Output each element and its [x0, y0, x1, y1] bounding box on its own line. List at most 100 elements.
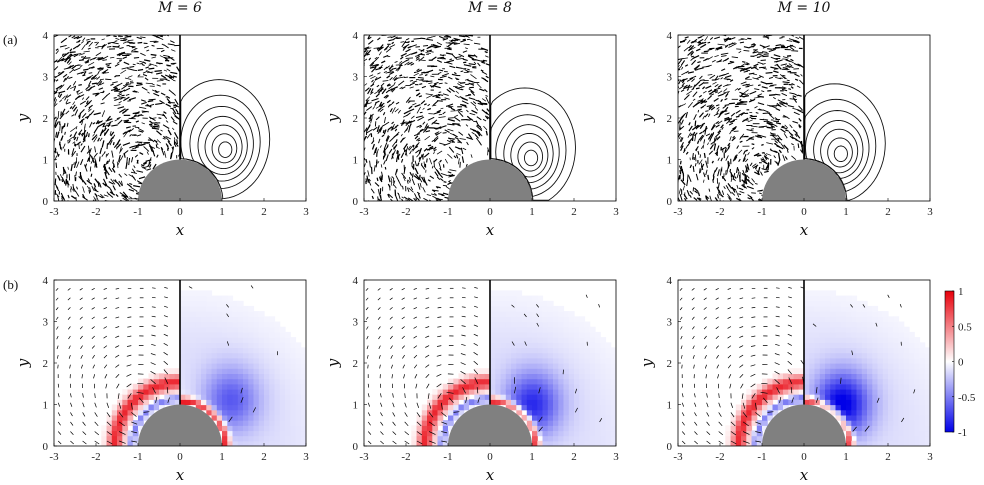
- heatmap-cell: [835, 363, 842, 369]
- streamline-segment: [93, 126, 99, 134]
- heatmap-cell: [856, 440, 863, 446]
- streamline-segment: [720, 52, 729, 55]
- heatmap-cell: [211, 357, 218, 364]
- heatmap-cell: [300, 363, 306, 369]
- streamline-segment: [714, 167, 718, 173]
- streamline-segment: [132, 63, 136, 66]
- streamline-segment: [457, 83, 463, 87]
- heatmap-cell: [553, 321, 559, 328]
- streamline-segment: [679, 194, 683, 201]
- streamline-segment: [747, 197, 751, 200]
- heatmap-cell: [195, 357, 202, 364]
- heatmap-cell: [600, 368, 607, 374]
- streamline-segment: [54, 103, 58, 108]
- heatmap-cell: [746, 430, 753, 437]
- heatmap-cell: [222, 326, 228, 333]
- heatmap-cell: [741, 414, 747, 421]
- heatmap-cell: [579, 357, 586, 364]
- streamline-segment: [76, 141, 82, 146]
- heatmap-cell: [227, 311, 234, 317]
- streamline-segment: [465, 47, 468, 50]
- heatmap-cell: [568, 430, 575, 437]
- streamline-segment: [153, 139, 158, 143]
- streamline-segment: [429, 85, 434, 88]
- streamline-segment: [141, 122, 145, 125]
- streamline-segment: [687, 102, 693, 108]
- streamline-segment: [748, 136, 755, 139]
- heatmap-cell: [237, 363, 244, 369]
- heatmap-cell: [877, 425, 884, 432]
- heatmap-cell: [835, 305, 842, 312]
- streamline-segment: [419, 111, 423, 114]
- heatmap-cell: [877, 342, 884, 349]
- heatmap-cell: [730, 420, 737, 426]
- streamline-segment: [457, 108, 462, 111]
- streamline-segment: [752, 77, 759, 80]
- streamline-segment: [446, 59, 455, 63]
- streamline-segment: [156, 79, 164, 82]
- heatmap-cell: [206, 363, 213, 369]
- quiver-arrow: [167, 397, 170, 403]
- x-tick-label: 3: [613, 451, 619, 463]
- quiver-arrow: [413, 316, 418, 319]
- heatmap-cell: [830, 388, 837, 395]
- heatmap-cell: [814, 368, 821, 374]
- heatmap-cell: [595, 409, 601, 416]
- heatmap-cell: [122, 414, 129, 421]
- quiver-arrow: [511, 341, 515, 346]
- heatmap-cell: [442, 425, 449, 432]
- streamline-segment: [454, 56, 462, 59]
- streamline-segment: [749, 196, 753, 199]
- heatmap-cell: [516, 368, 523, 374]
- heatmap-cell: [122, 425, 129, 432]
- streamline-segment: [383, 44, 390, 51]
- streamline-segment: [776, 102, 782, 108]
- streamline-segment: [101, 44, 106, 48]
- streamline-segment: [678, 175, 681, 180]
- heatmap-cell: [138, 399, 144, 406]
- streamline-segment: [678, 79, 682, 85]
- quiver-arrow: [462, 387, 466, 394]
- quiver-arrow: [389, 297, 393, 301]
- streamline-segment: [381, 60, 386, 64]
- streamline-segment: [735, 166, 739, 174]
- heatmap-cell: [290, 363, 297, 369]
- heatmap-cell: [279, 326, 286, 333]
- heatmap-cell: [295, 383, 302, 390]
- heatmap-cell: [877, 409, 884, 416]
- heatmap-cell: [526, 295, 533, 302]
- heatmap-cell: [279, 357, 286, 364]
- heatmap-cell: [553, 394, 559, 400]
- quiver-arrow: [404, 440, 410, 445]
- heatmap-cell: [835, 383, 842, 390]
- streamline-segment: [701, 99, 707, 103]
- heatmap-cell: [568, 409, 575, 416]
- heatmap-cell: [867, 435, 873, 442]
- heatmap-cell: [279, 404, 286, 411]
- heatmap-cell: [877, 352, 884, 359]
- streamline-segment: [368, 113, 374, 120]
- streamline-segment: [455, 90, 460, 94]
- streamline-segment: [707, 89, 713, 93]
- quiver-arrow: [117, 393, 120, 399]
- heatmap-cell: [861, 430, 868, 437]
- heatmap-cell: [300, 347, 306, 354]
- heatmap-cell: [211, 342, 218, 349]
- heatmap-cell: [180, 311, 186, 317]
- heatmap-cell: [516, 342, 523, 349]
- streamline-segment: [747, 178, 750, 182]
- heatmap-cell: [442, 388, 449, 395]
- streamline-segment: [393, 185, 397, 189]
- streamline-segment: [433, 135, 439, 140]
- streamline-segment: [738, 149, 743, 154]
- heatmap-cell: [253, 316, 260, 323]
- streamline-segment: [779, 37, 783, 39]
- heatmap-cell: [258, 352, 265, 359]
- heatmap-cell: [269, 373, 276, 380]
- heatmap-cell: [111, 414, 118, 421]
- streamline-segment: [383, 142, 388, 150]
- heatmap-cell: [547, 409, 554, 416]
- streamline-segment: [469, 39, 473, 42]
- streamline-segment: [94, 193, 98, 197]
- streamline-segment: [94, 178, 99, 184]
